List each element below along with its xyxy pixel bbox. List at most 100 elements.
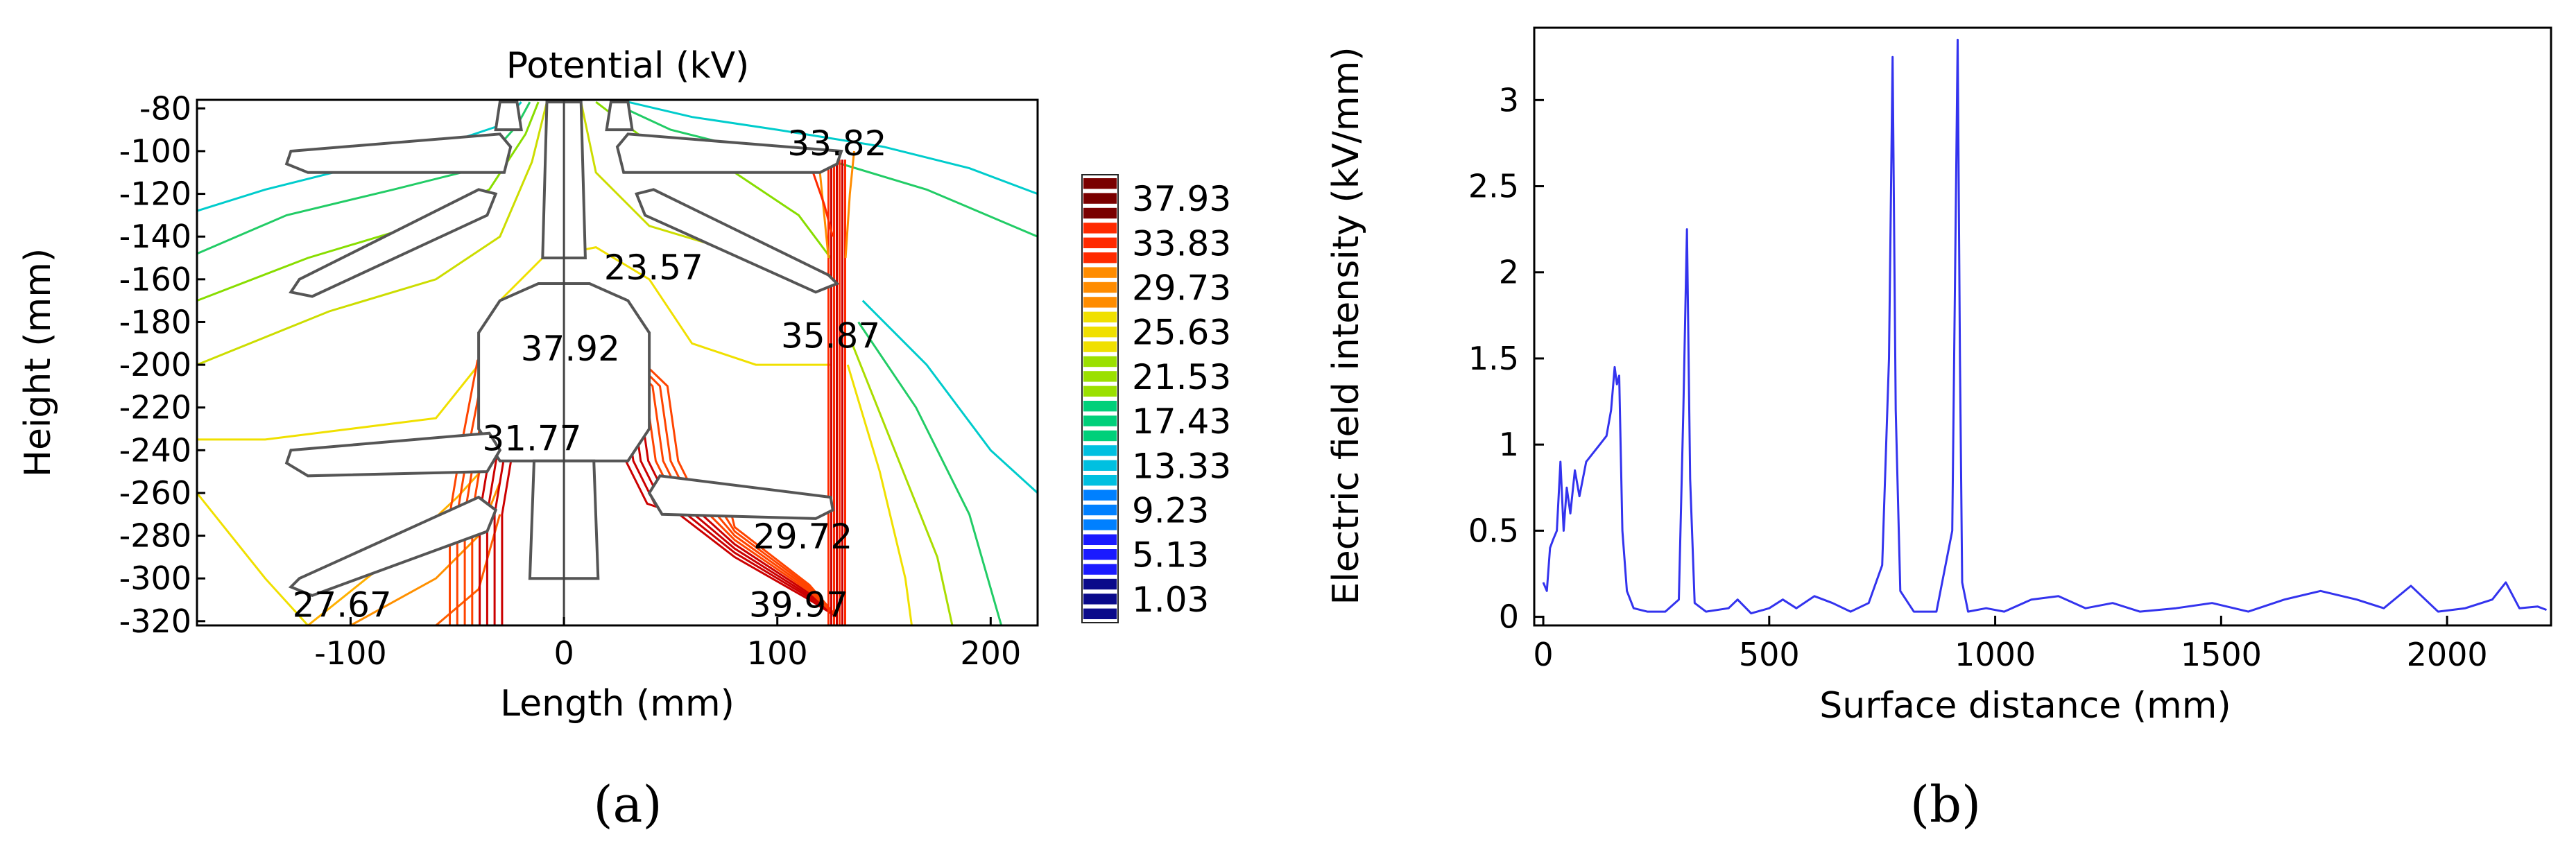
y-tick-label: -300 (119, 560, 191, 597)
colorbar-label: 29.73 (1132, 268, 1231, 309)
equipotential-line (844, 150, 855, 259)
electrode-shape (647, 474, 834, 520)
y-tick-label: -220 (119, 389, 191, 426)
colorbar-label: 17.43 (1132, 401, 1231, 442)
electrode-shape (615, 132, 843, 174)
panel-b-frame (1533, 26, 2552, 627)
y-tick-label: 1.5 (1468, 340, 1519, 377)
electrode-shape (634, 188, 840, 294)
electrode-shape (284, 431, 502, 478)
colorbar-band (1083, 341, 1117, 352)
electrode-shape (284, 132, 513, 174)
colorbar-band (1083, 475, 1117, 486)
equipotential-line (846, 364, 913, 626)
colorbar-band (1083, 311, 1117, 322)
panel-b-x-ticks: 0 500 1000 1500 2000 (1533, 616, 2488, 673)
colorbar-band (1083, 223, 1117, 234)
panel-a-y-axis-label: Height (mm) (17, 248, 59, 477)
equipotential-line (851, 343, 954, 626)
colorbar-band (1083, 415, 1117, 426)
colorbar-band (1083, 445, 1117, 456)
panel-a-label: (a) (593, 775, 662, 833)
colorbar-band (1083, 460, 1117, 471)
electrode-shape (289, 188, 498, 298)
panel-a-title: Potential (kV) (506, 45, 750, 87)
x-tick-label: 0 (1533, 636, 1553, 673)
equipotential-line (808, 161, 834, 237)
equipotential-line (196, 101, 548, 366)
equipotential-line (197, 246, 831, 441)
y-tick-label: -140 (119, 218, 191, 255)
colorbar-label: 5.13 (1132, 535, 1209, 576)
x-tick-label: 500 (1739, 636, 1800, 673)
colorbar-label: 1.03 (1132, 580, 1209, 620)
y-tick-label: -120 (119, 175, 191, 213)
colorbar-label: 37.93 (1132, 179, 1231, 219)
colorbar-band (1083, 327, 1117, 338)
colorbar-band (1083, 608, 1117, 619)
colorbar-band (1083, 297, 1117, 308)
potential-label: 27.67 (293, 585, 392, 625)
colorbar-band (1083, 386, 1117, 397)
colorbar-band (1083, 237, 1117, 248)
colorbar-band (1083, 519, 1117, 530)
colorbar-band (1083, 430, 1117, 442)
equipotential-line (628, 101, 1038, 196)
x-tick-label: 2000 (2407, 636, 2488, 673)
potential-label: 35.87 (781, 315, 880, 356)
y-tick-label: 1 (1499, 426, 1519, 463)
x-tick-label: 1000 (1955, 636, 2036, 673)
colorbar-band (1083, 207, 1117, 219)
colorbar-band (1083, 193, 1117, 204)
x-tick-label: 0 (553, 634, 574, 672)
potential-label: 23.57 (604, 248, 703, 288)
panel-a-frame (196, 98, 1039, 627)
equipotential-line (861, 300, 1039, 494)
y-tick-label: -260 (119, 474, 191, 512)
y-tick-label: 2.5 (1468, 168, 1519, 205)
colorbar-label: 33.83 (1132, 223, 1231, 263)
colorbar-band (1083, 267, 1117, 278)
panel-b-y-axis-label: Electric field intensity (kV/mm) (1325, 46, 1367, 605)
colorbar-band (1083, 252, 1117, 263)
equipotential-line (196, 101, 531, 255)
colorbar-band (1083, 490, 1117, 501)
y-tick-label: -100 (119, 132, 191, 170)
colorbar-frame (1081, 174, 1119, 623)
colorbar-band (1083, 371, 1117, 382)
colorbar-label: 13.33 (1132, 446, 1231, 486)
colorbar-band (1083, 504, 1117, 516)
y-tick-label: -180 (119, 303, 191, 340)
x-tick-label: 1500 (2181, 636, 2262, 673)
colorbar-band (1083, 549, 1117, 560)
electrode-shape (494, 101, 523, 132)
y-tick-label: -200 (119, 346, 191, 383)
y-tick-label: -80 (139, 89, 191, 127)
panel-a-contour-plot: Potential (kV) 33.82 23.57 37.92 35.87 31.77… (17, 45, 1231, 833)
panel-b-line-chart: 0 500 1000 1500 2000 0 0.5 1 1.5 2 2.5 3 Surface d… (1325, 26, 2552, 833)
field-intensity-line (1542, 38, 2548, 615)
y-tick-label: -240 (119, 431, 191, 469)
equipotential-line (196, 492, 309, 627)
panel-a-x-ticks: -100 0 100 200 (314, 617, 1021, 672)
potential-label: 39.97 (749, 585, 848, 625)
electrode-shape (605, 101, 634, 132)
panel-b-label: (b) (1910, 775, 1981, 833)
colorbar-band (1083, 578, 1117, 590)
panel-a-y-ticks: -80 -100 -120 -140 -160 -180 -200 -220 -240 -260 -… (119, 89, 205, 640)
y-tick-label: -280 (119, 517, 191, 555)
panel-a-x-axis-label: Length (mm) (500, 683, 735, 725)
electrode-geometry (284, 100, 843, 625)
potential-value-labels: 33.82 23.57 37.92 35.87 31.77 29.72 27.67 39.97 (293, 123, 887, 625)
colorbar-band (1083, 282, 1117, 293)
colorbar-label: 25.63 (1132, 313, 1231, 353)
electrode-shape (288, 495, 498, 598)
colorbar-label: 9.23 (1132, 491, 1209, 531)
potential-label: 33.82 (787, 123, 886, 164)
colorbar-band (1083, 564, 1117, 575)
x-tick-label: 200 (960, 634, 1021, 672)
y-tick-label: 2 (1499, 254, 1519, 291)
panel-b-y-ticks: 0 0.5 1 1.5 2 2.5 3 (1468, 81, 1544, 636)
